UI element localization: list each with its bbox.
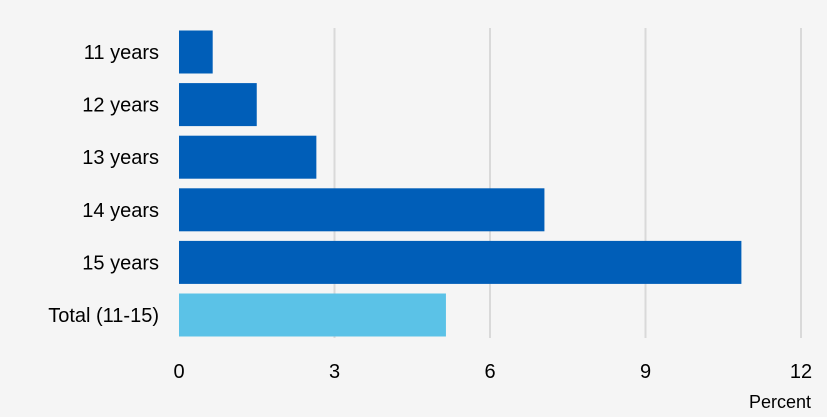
bar	[179, 135, 317, 179]
category-label: 15 years	[82, 252, 159, 274]
bar	[179, 188, 545, 232]
gridlines	[333, 28, 802, 338]
bar	[179, 83, 257, 127]
bar	[179, 30, 213, 74]
x-tick-label: 0	[173, 361, 184, 383]
category-label: 12 years	[82, 95, 159, 117]
category-label: 14 years	[82, 200, 159, 222]
x-tick-label: 12	[790, 361, 812, 383]
x-tick-label: 9	[640, 361, 651, 383]
x-tick-labels: 0 3 6 9 12	[173, 361, 812, 383]
x-axis-title: Percent	[749, 392, 811, 412]
x-tick-label: 3	[329, 361, 340, 383]
category-label: 11 years	[84, 42, 159, 64]
bar	[179, 240, 742, 284]
bars	[179, 30, 742, 337]
category-label: Total (11-15)	[48, 305, 159, 327]
category-labels: 11 years 12 years 13 years 14 years 15 years…	[48, 42, 159, 327]
bar	[179, 293, 446, 337]
x-tick-label: 6	[484, 361, 495, 383]
category-label: 13 years	[82, 147, 159, 169]
